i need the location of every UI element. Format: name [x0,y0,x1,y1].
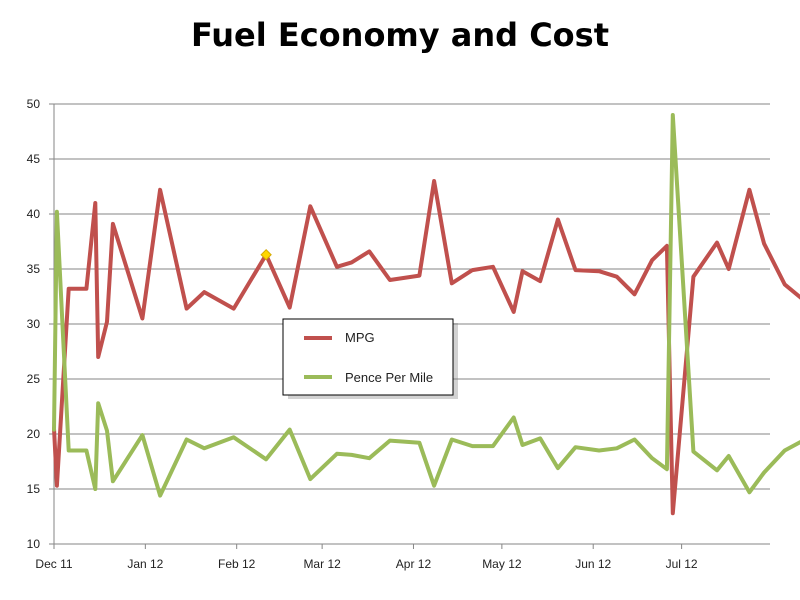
x-tick-label-2: Feb 12 [218,557,256,571]
series-line-mpg [52,179,800,516]
legend-label-pence-per-mile: Pence Per Mile [345,370,433,385]
y-tick-label-10: 10 [27,537,41,551]
y-tick-label-25: 25 [27,372,41,386]
highlight-point-marker [260,248,272,261]
chart-title: Fuel Economy and Cost [191,16,609,54]
x-tick-label-0: Dec 11 [35,557,72,571]
y-tick-labels: 10 15 20 25 30 35 40 45 50 [27,97,41,551]
x-tick-label-6: Jun 12 [575,557,611,571]
x-tick-label-1: Jan 12 [127,557,163,571]
y-tick-label-35: 35 [27,262,41,276]
series-line-pence-per-mile [52,113,800,498]
y-tick-label-50: 50 [27,97,41,111]
y-tick-label-20: 20 [27,427,41,441]
series-lines [52,113,800,516]
x-tick-label-5: May 12 [482,557,522,571]
y-tick-label-30: 30 [27,317,41,331]
x-tick-label-4: Apr 12 [396,557,432,571]
legend: MPG Pence Per Mile [282,318,458,399]
legend-box [282,318,454,396]
highlight-marker [260,248,272,261]
x-tick-labels: Dec 11 Jan 12 Feb 12 Mar 12 Apr 12 May 12 Jun … [35,557,698,571]
y-tick-label-15: 15 [27,482,41,496]
x-tick-label-3: Mar 12 [303,557,341,571]
legend-label-mpg: MPG [345,330,375,345]
grid-lines [54,103,770,490]
x-tick-label-7: Jul 12 [666,557,698,571]
y-tick-label-45: 45 [27,152,41,166]
y-tick-label-40: 40 [27,207,41,221]
